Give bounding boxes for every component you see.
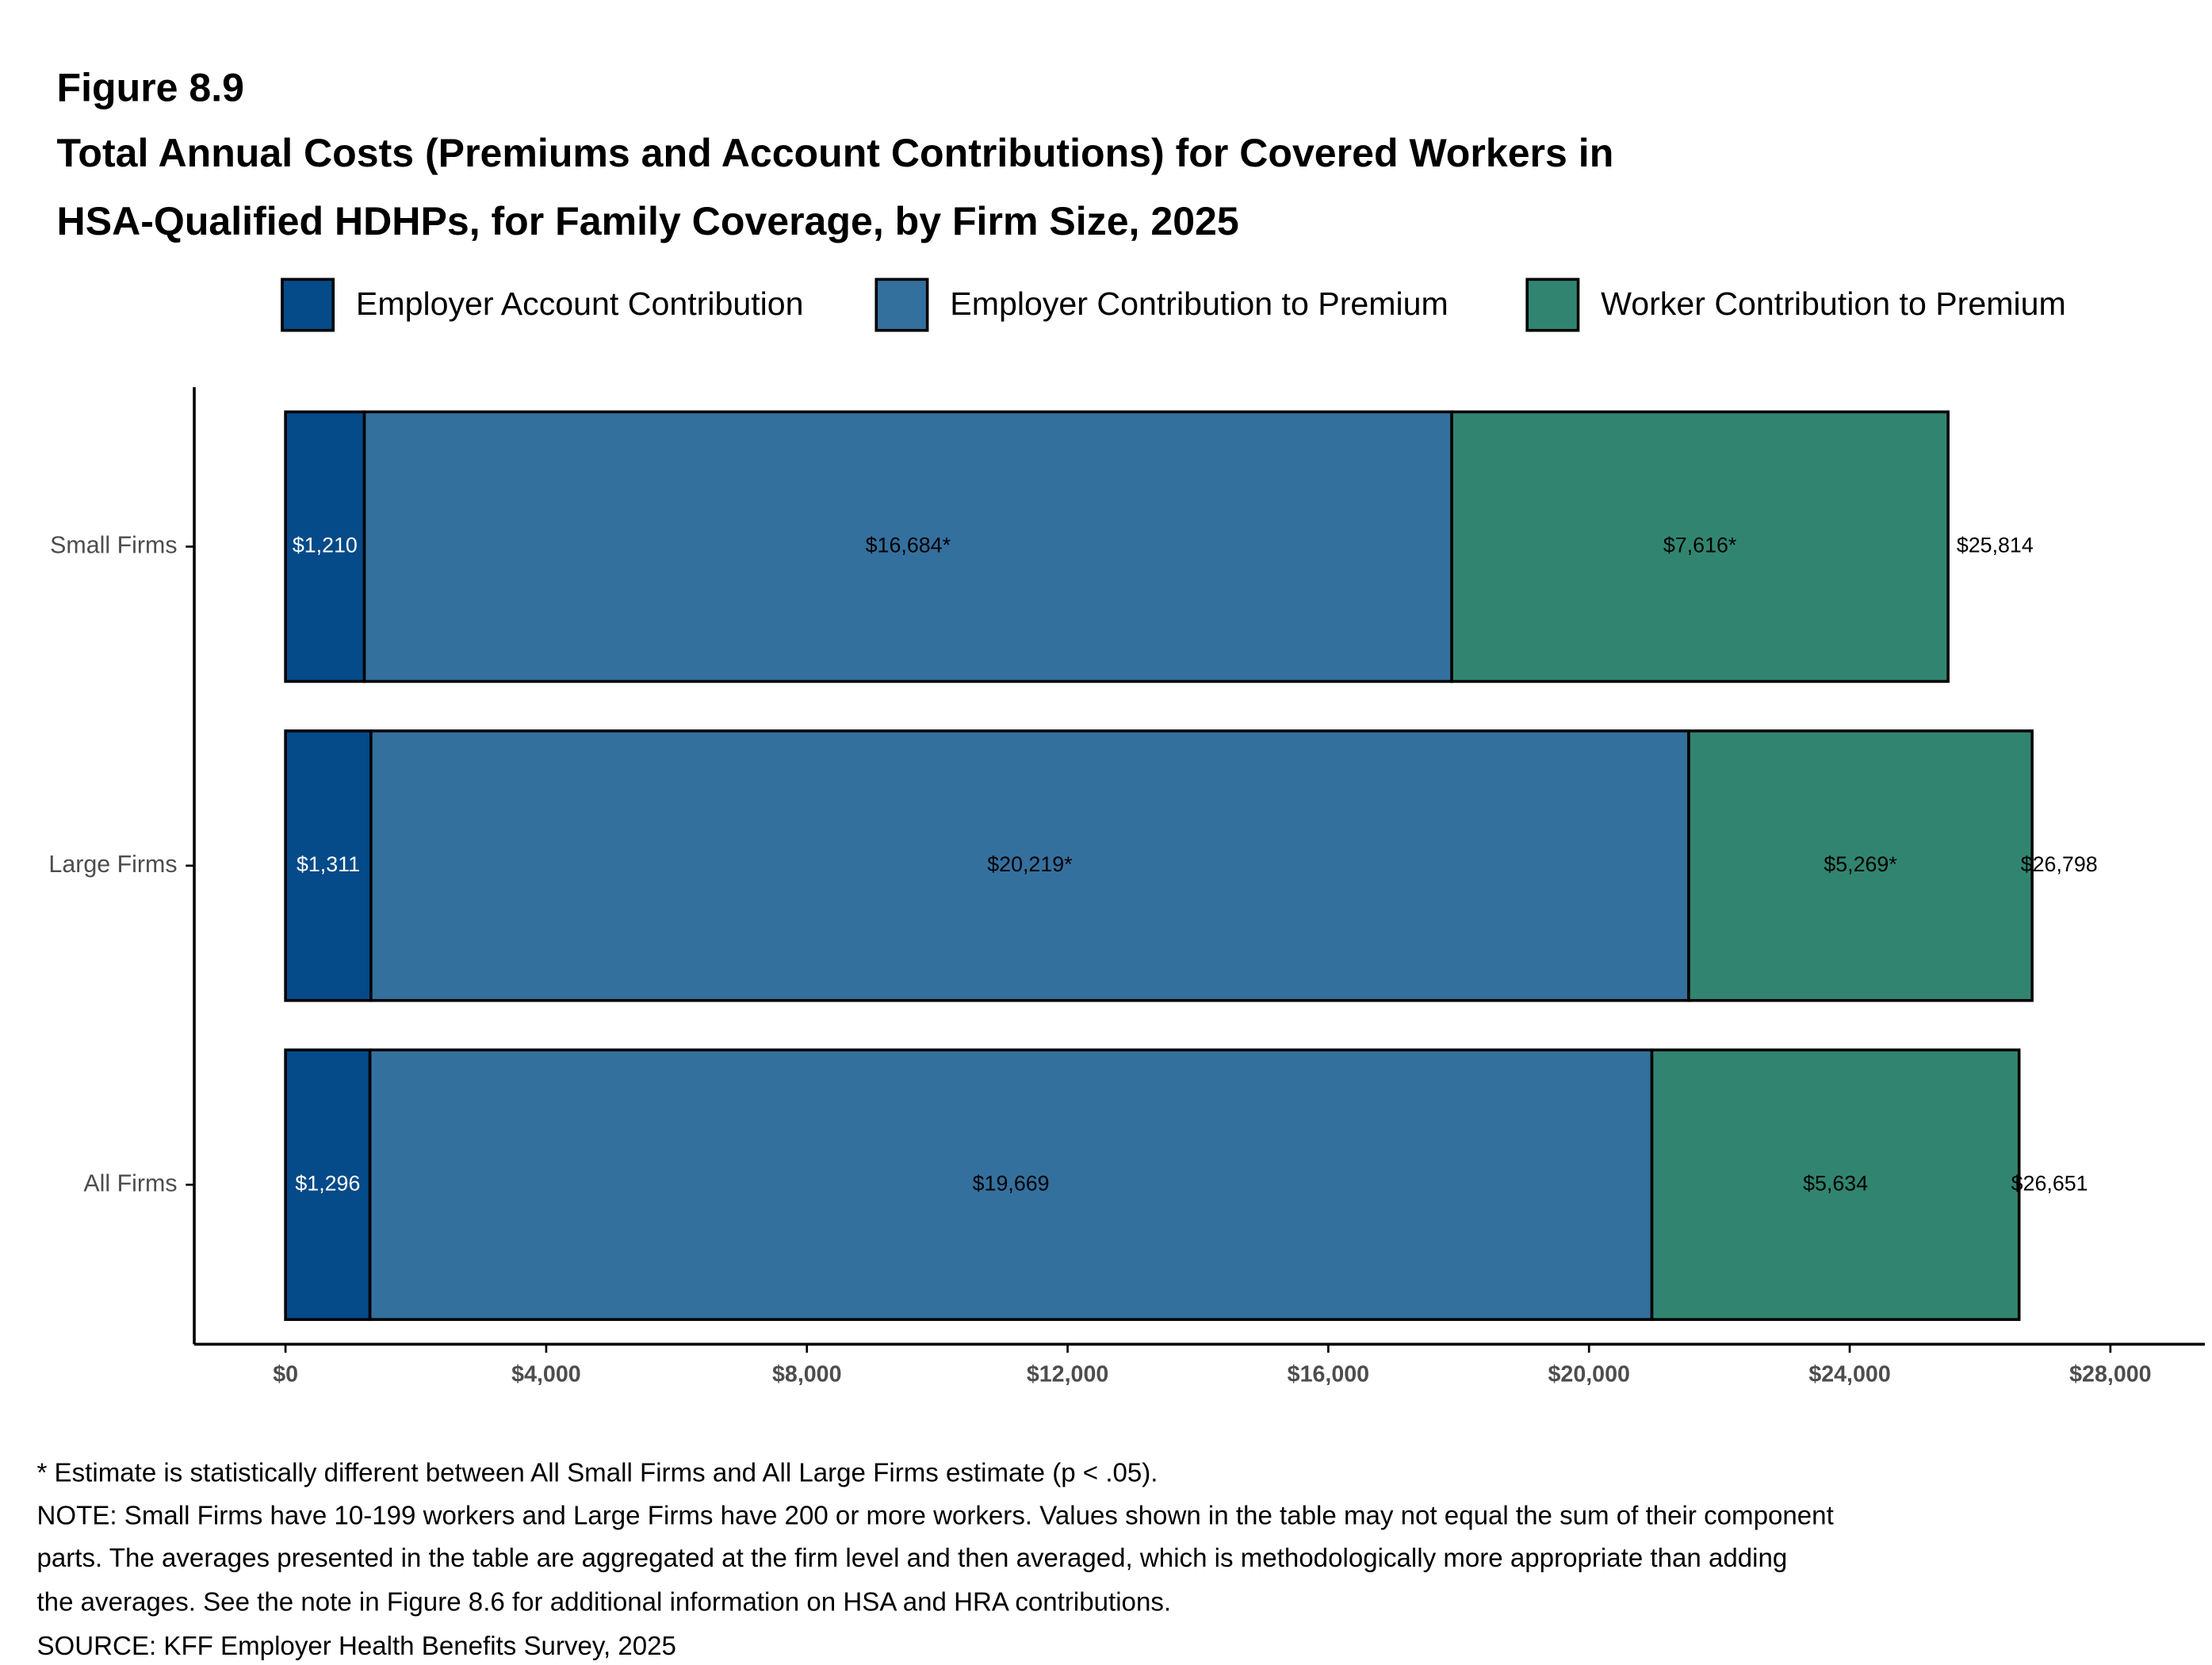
footnote: NOTE: Small Firms have 10-199 workers an… [37,1501,1834,1530]
value-label: $1,210 [293,534,358,557]
x-tick-label: $28,000 [2069,1361,2151,1387]
x-tick-label: $8,000 [772,1361,842,1387]
total-label: $25,814 [1957,534,2034,557]
x-tick-label: $4,000 [511,1361,581,1387]
bar-segment [1687,729,2034,1002]
x-tick-label: $0 [273,1361,298,1387]
legend-swatch [874,278,929,332]
chart-title: Total Annual Costs (Premiums and Account… [57,131,1614,175]
footnote: the averages. See the note in Figure 8.6… [37,1587,1172,1617]
bar-segment [284,1048,372,1322]
value-label: $20,219* [987,852,1073,876]
value-label: $16,684* [866,534,951,557]
y-tick-label: Small Firms [50,531,177,558]
y-tick-label: All Firms [83,1169,177,1196]
bar-segment [368,1048,1654,1322]
value-label: $19,669 [973,1171,1050,1195]
value-label: $1,296 [295,1171,360,1195]
x-tick-label: $24,000 [1808,1361,1890,1387]
legend-label: Employer Contribution to Premium [950,285,1449,322]
legend-swatch [281,278,335,332]
total-label: $26,651 [2011,1171,2088,1195]
value-label: $5,269* [1824,852,1897,876]
value-label: $7,616* [1663,534,1737,557]
bar-segment [284,729,373,1002]
value-label: $1,311 [297,852,360,876]
footnote: parts. The averages presented in the tab… [37,1544,1788,1573]
total-label: $26,798 [2021,852,2098,876]
bar-segment [1650,1048,2021,1322]
x-tick-label: $12,000 [1027,1361,1108,1387]
footnote: SOURCE: KFF Employer Health Benefits Sur… [37,1632,676,1661]
legend-swatch [1525,278,1580,332]
chart-title: HSA-Qualified HDHPs, for Family Coverage… [57,199,1239,243]
x-tick-label: $20,000 [1548,1361,1630,1387]
footnote: * Estimate is statistically different be… [37,1459,1158,1488]
legend-label: Employer Account Contribution [356,285,804,322]
legend-label: Worker Contribution to Premium [1601,285,2066,322]
value-label: $5,634 [1803,1171,1868,1195]
x-tick-label: $16,000 [1288,1361,1369,1387]
bar-segment [369,729,1690,1002]
figure-label: Figure 8.9 [57,66,244,110]
bar-segment [1450,410,1950,683]
y-tick-label: Large Firms [48,851,177,878]
